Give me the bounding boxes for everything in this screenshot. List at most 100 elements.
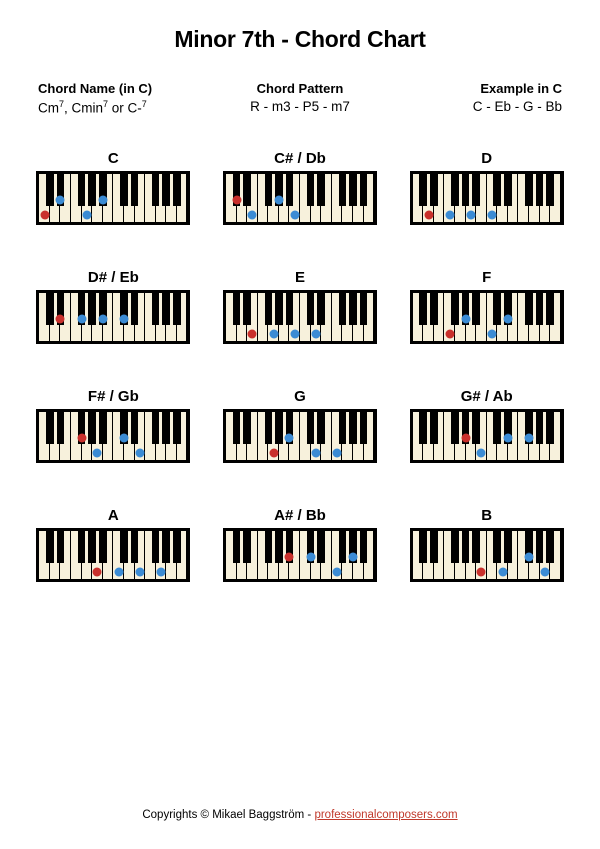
- note-dot: [477, 448, 486, 457]
- black-key: [286, 293, 294, 325]
- chord-label: A# / Bb: [221, 507, 380, 524]
- note-dot: [332, 448, 341, 457]
- black-key: [46, 174, 54, 206]
- black-key: [78, 174, 86, 206]
- root-note-dot: [232, 195, 241, 204]
- black-key: [265, 531, 273, 563]
- black-key: [536, 293, 544, 325]
- black-key: [152, 174, 160, 206]
- black-key: [46, 293, 54, 325]
- note-dot: [524, 433, 533, 442]
- black-key: [233, 412, 241, 444]
- root-note-dot: [269, 448, 278, 457]
- black-key: [317, 293, 325, 325]
- chord-cell: F# / Gb: [34, 388, 193, 463]
- black-key: [546, 293, 554, 325]
- black-key: [233, 293, 241, 325]
- chord-pattern-value: R - m3 - P5 - m7: [213, 99, 388, 114]
- chord-label: F# / Gb: [34, 388, 193, 405]
- note-dot: [503, 433, 512, 442]
- chord-cell: D: [407, 150, 566, 225]
- root-note-dot: [40, 210, 49, 219]
- chord-label: A: [34, 507, 193, 524]
- black-key: [243, 531, 251, 563]
- black-key: [462, 531, 470, 563]
- black-key: [131, 531, 139, 563]
- black-key: [275, 412, 283, 444]
- chord-cell: B: [407, 507, 566, 582]
- black-key: [233, 531, 241, 563]
- black-key: [360, 293, 368, 325]
- note-dot: [119, 314, 128, 323]
- black-key: [162, 174, 170, 206]
- chord-cell: C# / Db: [221, 150, 380, 225]
- black-key: [430, 531, 438, 563]
- note-dot: [306, 552, 315, 561]
- chord-example-label: Example in C: [387, 81, 562, 96]
- black-key: [349, 293, 357, 325]
- chord-grid: CC# / DbDD# / EbEFF# / GbGG# / AbAA# / B…: [34, 150, 566, 582]
- black-key: [152, 412, 160, 444]
- black-key: [99, 412, 107, 444]
- black-key: [243, 293, 251, 325]
- chord-label: G: [221, 388, 380, 405]
- note-dot: [311, 448, 320, 457]
- keyboard: [223, 409, 377, 463]
- keyboard: [410, 290, 564, 344]
- note-dot: [56, 195, 65, 204]
- note-dot: [285, 433, 294, 442]
- black-key: [88, 293, 96, 325]
- note-dot: [461, 314, 470, 323]
- black-key: [88, 412, 96, 444]
- copyright-text: Copyrights © Mikael Baggström -: [142, 809, 314, 821]
- chord-pattern-label: Chord Pattern: [213, 81, 388, 96]
- chord-cell: G# / Ab: [407, 388, 566, 463]
- black-key: [173, 293, 181, 325]
- black-key: [152, 531, 160, 563]
- black-key: [46, 531, 54, 563]
- chord-name-value: Cm7, Cmin7 or C-7: [38, 99, 213, 116]
- black-key: [536, 174, 544, 206]
- footer-link[interactable]: professionalcomposers.com: [314, 809, 457, 821]
- keyboard: [223, 171, 377, 225]
- chord-cell: A# / Bb: [221, 507, 380, 582]
- black-key: [493, 412, 501, 444]
- black-key: [173, 174, 181, 206]
- black-key: [451, 412, 459, 444]
- note-dot: [290, 329, 299, 338]
- info-row: Chord Name (in C) Cm7, Cmin7 or C-7 Chor…: [34, 81, 566, 116]
- note-dot: [274, 195, 283, 204]
- chord-example-value: C - Eb - G - Bb: [387, 99, 562, 114]
- black-key: [265, 412, 273, 444]
- note-dot: [445, 210, 454, 219]
- black-key: [360, 531, 368, 563]
- black-key: [451, 293, 459, 325]
- black-key: [430, 174, 438, 206]
- black-key: [162, 293, 170, 325]
- note-dot: [93, 448, 102, 457]
- black-key: [419, 412, 427, 444]
- root-note-dot: [93, 567, 102, 576]
- black-key: [451, 174, 459, 206]
- note-dot: [487, 329, 496, 338]
- note-dot: [466, 210, 475, 219]
- black-key: [419, 293, 427, 325]
- black-key: [525, 174, 533, 206]
- chord-label: D: [407, 150, 566, 167]
- root-note-dot: [285, 552, 294, 561]
- black-key: [307, 412, 315, 444]
- keyboard: [36, 409, 190, 463]
- note-dot: [503, 314, 512, 323]
- note-dot: [269, 329, 278, 338]
- root-note-dot: [248, 329, 257, 338]
- note-dot: [135, 448, 144, 457]
- black-key: [339, 293, 347, 325]
- black-key: [472, 174, 480, 206]
- black-key: [360, 412, 368, 444]
- note-dot: [248, 210, 257, 219]
- black-key: [339, 412, 347, 444]
- black-key: [430, 293, 438, 325]
- black-key: [265, 174, 273, 206]
- keyboard: [36, 171, 190, 225]
- black-key: [131, 293, 139, 325]
